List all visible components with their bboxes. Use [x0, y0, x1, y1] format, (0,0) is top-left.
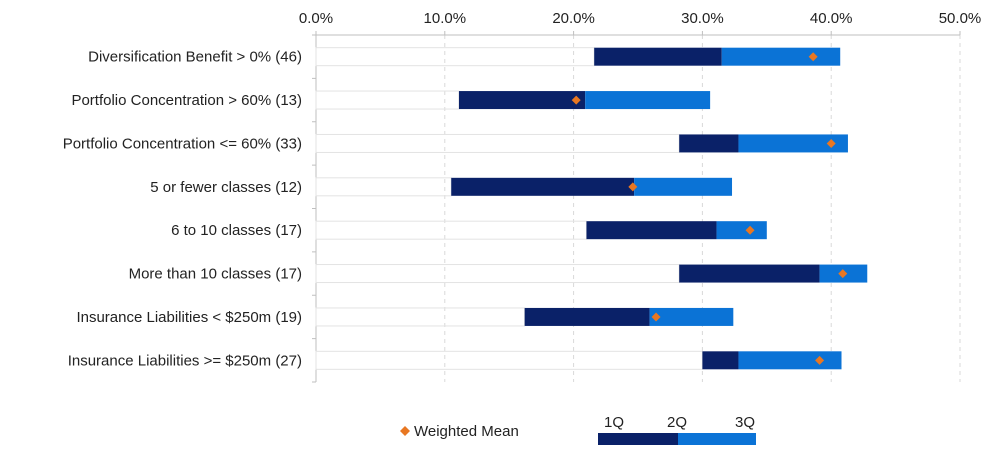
weighted-mean-marker: [571, 95, 581, 105]
x-tick-label: 50.0%: [939, 10, 982, 27]
category-label: Diversification Benefit > 0% (46): [88, 49, 302, 66]
legend-1q-2q-swatch: [598, 433, 678, 445]
x-tick-label: 30.0%: [681, 10, 724, 27]
weighted-mean-marker: [826, 138, 836, 148]
bar-2q-3q: [721, 47, 841, 66]
gridlines: [444, 35, 961, 382]
category-label: Portfolio Concentration > 60% (13): [71, 92, 302, 109]
category-label: Portfolio Concentration <= 60% (33): [63, 135, 302, 152]
category-label: 6 to 10 classes (17): [171, 222, 302, 239]
bar-1q-2q: [586, 221, 717, 240]
legend-mean-marker: [400, 426, 410, 436]
bar-2q-3q: [634, 177, 733, 196]
legend-3q-label: 3Q: [735, 414, 755, 431]
weighted-mean-marker: [651, 312, 661, 322]
category-label: Insurance Liabilities >= $250m (27): [68, 352, 302, 369]
legend-2q-3q-swatch: [678, 433, 756, 445]
category-label: More than 10 classes (17): [129, 266, 302, 283]
weighted-mean-marker: [838, 269, 848, 279]
bar-1q-2q: [679, 134, 739, 153]
bar-1q-2q: [594, 47, 722, 66]
bar-base-outline: [315, 350, 703, 370]
bar-base-outline: [315, 90, 460, 110]
x-tick-label: 10.0%: [424, 10, 467, 27]
x-tick-label: 20.0%: [552, 10, 595, 27]
weighted-mean-markers: [571, 52, 848, 365]
weighted-mean-marker: [745, 225, 755, 235]
legend: Weighted Mean 1Q 2Q 3Q: [400, 414, 756, 445]
weighted-mean-marker: [628, 182, 638, 192]
bar-1q-2q: [524, 307, 650, 326]
legend-weighted-mean-label: Weighted Mean: [414, 423, 519, 440]
category-label: Insurance Liabilities < $250m (19): [76, 309, 302, 326]
legend-1q-label: 1Q: [604, 414, 624, 431]
category-labels: Diversification Benefit > 0% (46) Portfol…: [63, 49, 302, 370]
legend-2q-label: 2Q: [667, 414, 687, 431]
bars: [315, 47, 868, 370]
bar-1q-2q: [458, 91, 586, 110]
category-label: 5 or fewer classes (12): [150, 179, 302, 196]
axis: [312, 31, 961, 383]
bar-base-outline: [315, 220, 587, 240]
x-tick-label: 0.0%: [299, 10, 333, 27]
bar-1q-2q: [702, 351, 739, 370]
bar-2q-3q: [585, 91, 711, 110]
bar-base-outline: [315, 177, 452, 197]
bar-2q-3q: [738, 351, 842, 370]
bar-1q-2q: [679, 264, 820, 283]
weighted-mean-marker: [815, 355, 825, 365]
bar-2q-3q: [716, 221, 767, 240]
x-tick-labels: 0.0% 10.0% 20.0% 30.0% 40.0% 50.0%: [299, 10, 981, 27]
bar-base-outline: [315, 47, 595, 67]
weighted-mean-marker: [808, 52, 818, 62]
bar-base-outline: [315, 307, 526, 327]
x-tick-label: 40.0%: [810, 10, 853, 27]
bar-1q-2q: [451, 177, 635, 196]
bar-base-outline: [315, 264, 680, 284]
bar-2q-3q: [738, 134, 848, 153]
bar-base-outline: [315, 133, 680, 153]
bar-2q-3q: [649, 307, 734, 326]
